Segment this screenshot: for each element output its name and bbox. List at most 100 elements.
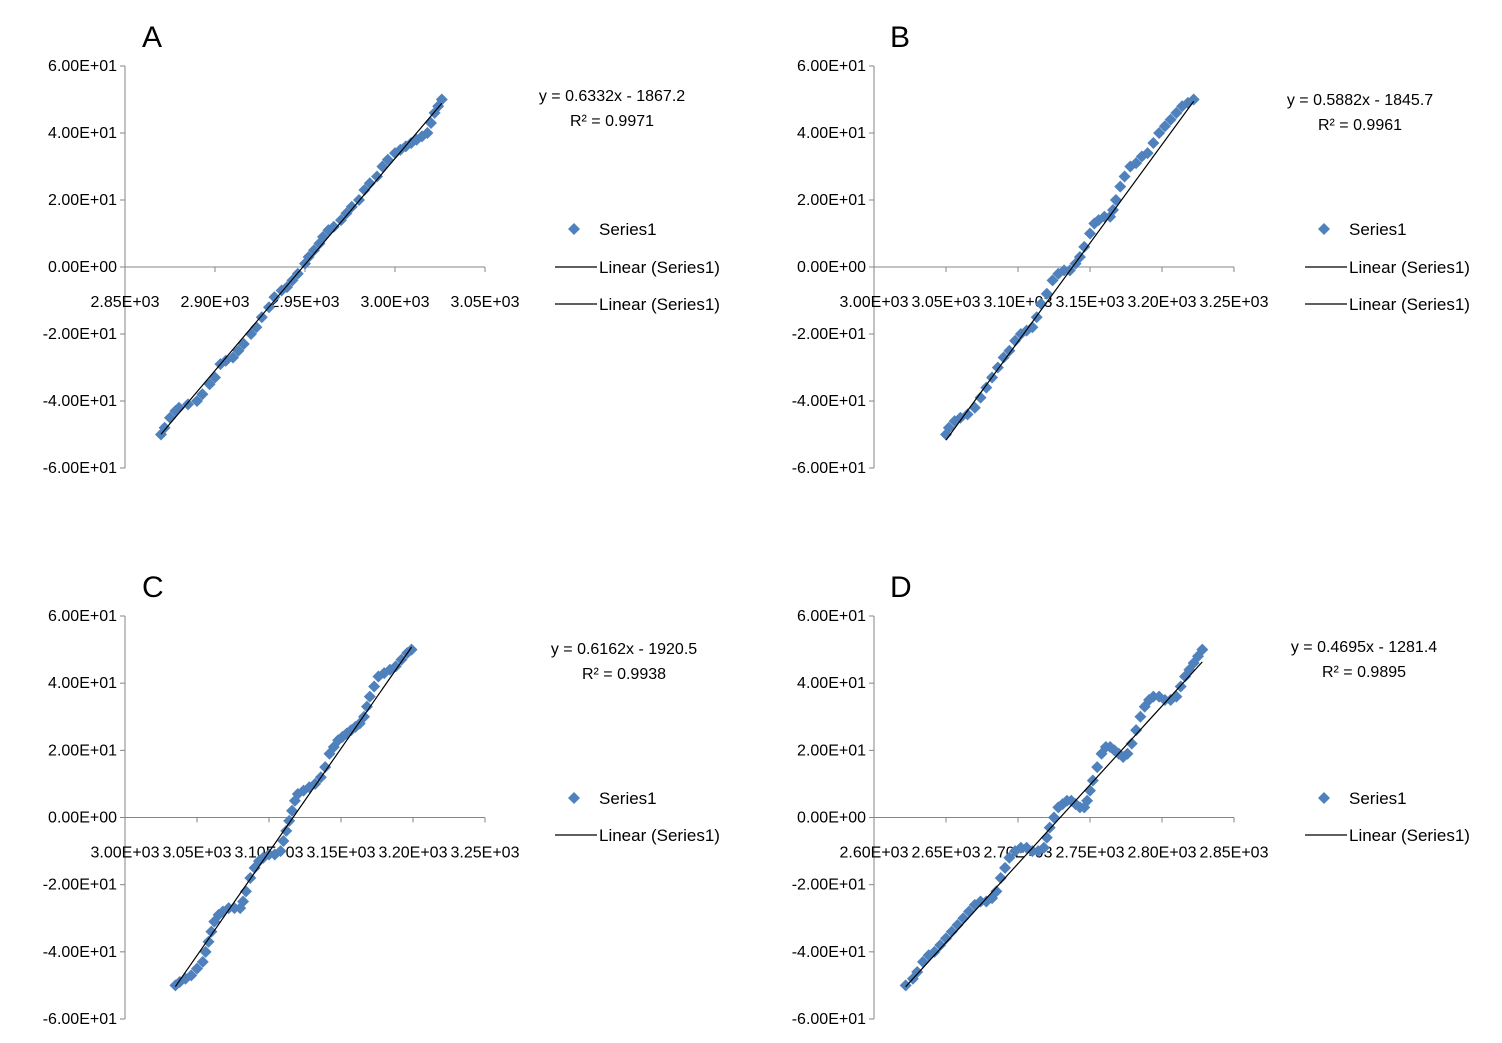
- data-point: [1003, 344, 1016, 357]
- data-point: [202, 935, 215, 948]
- data-point: [371, 170, 383, 183]
- x-tick-label: 2.95E+03: [271, 294, 340, 311]
- data-point: [277, 835, 290, 848]
- y-tick-label: 0.00E+00: [797, 810, 866, 827]
- legend-marker: [568, 223, 580, 235]
- data-point: [940, 932, 952, 945]
- x-tick-label: 3.15E+03: [1056, 294, 1125, 311]
- data-point: [191, 395, 203, 407]
- data-point: [196, 955, 209, 968]
- data-point: [1164, 113, 1177, 126]
- trend-equation: y = 0.4695x - 1281.4: [1291, 639, 1437, 656]
- data-point: [980, 381, 993, 394]
- data-point: [999, 861, 1012, 874]
- y-tick-label: 6.00E+01: [48, 58, 117, 75]
- data-point: [942, 421, 955, 434]
- legend-marker: [1318, 223, 1330, 235]
- data-point: [280, 824, 293, 837]
- y-tick-label: 0.00E+00: [48, 810, 117, 827]
- x-tick-label: 3.20E+03: [379, 845, 448, 862]
- y-tick-label: -4.00E+01: [43, 393, 117, 410]
- y-tick-label: -4.00E+01: [792, 944, 866, 961]
- data-point: [1040, 831, 1053, 844]
- y-tick-label: -4.00E+01: [792, 393, 866, 410]
- data-point: [232, 344, 245, 357]
- x-tick-label: 3.05E+03: [163, 845, 232, 862]
- trendline: [945, 100, 1195, 441]
- data-point: [1187, 93, 1200, 106]
- data-point: [345, 200, 358, 213]
- data-point: [994, 871, 1007, 884]
- data-point: [340, 207, 353, 220]
- x-tick-label: 2.90E+03: [181, 294, 250, 311]
- legend-label: Linear (Series1): [1349, 295, 1470, 314]
- y-tick-label: 4.00E+01: [797, 125, 866, 142]
- data-point: [1134, 710, 1147, 723]
- data-point: [268, 291, 281, 304]
- data-point: [1158, 120, 1171, 133]
- data-point: [237, 895, 250, 908]
- data-point: [1118, 170, 1131, 183]
- data-point: [1196, 643, 1209, 656]
- data-point: [1009, 334, 1022, 347]
- data-point: [239, 885, 252, 898]
- data-point: [1153, 127, 1166, 139]
- y-tick-label: -6.00E+01: [792, 460, 866, 477]
- data-point: [1026, 321, 1039, 334]
- data-point: [302, 250, 315, 263]
- trendline: [160, 102, 443, 435]
- y-tick-label: 0.00E+00: [797, 259, 866, 276]
- x-tick-label: 2.85E+03: [1200, 845, 1269, 862]
- data-point: [957, 912, 970, 925]
- data-point: [286, 804, 299, 817]
- data-point: [335, 214, 347, 227]
- y-tick-label: 2.00E+01: [797, 742, 866, 759]
- y-tick-label: 2.00E+01: [48, 742, 117, 759]
- r-squared: R² = 0.9895: [1322, 664, 1406, 681]
- y-tick-label: 0.00E+00: [48, 259, 117, 276]
- data-point: [945, 925, 958, 938]
- data-point: [1043, 821, 1056, 834]
- data-point: [934, 939, 947, 952]
- panel-letter: B: [890, 21, 910, 54]
- x-tick-label: 3.00E+03: [361, 294, 430, 311]
- trend-equation: y = 0.6162x - 1920.5: [551, 641, 697, 658]
- y-tick-label: 2.00E+01: [48, 192, 117, 209]
- data-point: [255, 311, 268, 324]
- data-point: [928, 945, 941, 958]
- y-tick-label: -4.00E+01: [43, 944, 117, 961]
- x-tick-label: 2.85E+03: [91, 294, 160, 311]
- y-tick-label: 4.00E+01: [48, 125, 117, 142]
- data-point: [1040, 287, 1053, 300]
- data-point: [227, 351, 239, 364]
- legend-label: Linear (Series1): [1349, 258, 1470, 277]
- data-point: [421, 127, 434, 139]
- trend-equation: y = 0.5882x - 1845.7: [1287, 92, 1433, 109]
- data-point: [1141, 147, 1154, 160]
- data-point: [974, 391, 987, 404]
- data-point: [1084, 784, 1096, 797]
- r-squared: R² = 0.9971: [570, 113, 654, 130]
- data-point: [1084, 227, 1096, 240]
- data-point: [368, 680, 381, 693]
- data-point: [173, 401, 185, 414]
- y-tick-label: -2.00E+01: [43, 877, 117, 894]
- legend-label: Linear (Series1): [599, 258, 720, 277]
- data-point: [911, 965, 924, 978]
- data-point: [1170, 106, 1183, 119]
- data-point: [899, 979, 912, 992]
- data-point: [1078, 240, 1091, 253]
- data-point: [199, 945, 212, 958]
- chart-panel-a: A 6.00E+01 4.00E+01 2.00E+01 0.00E+00 -2.00E+…: [43, 21, 720, 477]
- data-point: [358, 183, 371, 196]
- data-point: [951, 918, 964, 931]
- x-tick-label: 2.75E+03: [1056, 845, 1125, 862]
- y-tick-label: -2.00E+01: [792, 326, 866, 343]
- legend-marker: [568, 792, 580, 804]
- trendline: [905, 661, 1203, 988]
- x-tick-label: 3.00E+03: [840, 294, 909, 311]
- legend-marker: [1318, 792, 1330, 804]
- legend-label: Series1: [599, 220, 657, 239]
- data-point: [1147, 137, 1160, 150]
